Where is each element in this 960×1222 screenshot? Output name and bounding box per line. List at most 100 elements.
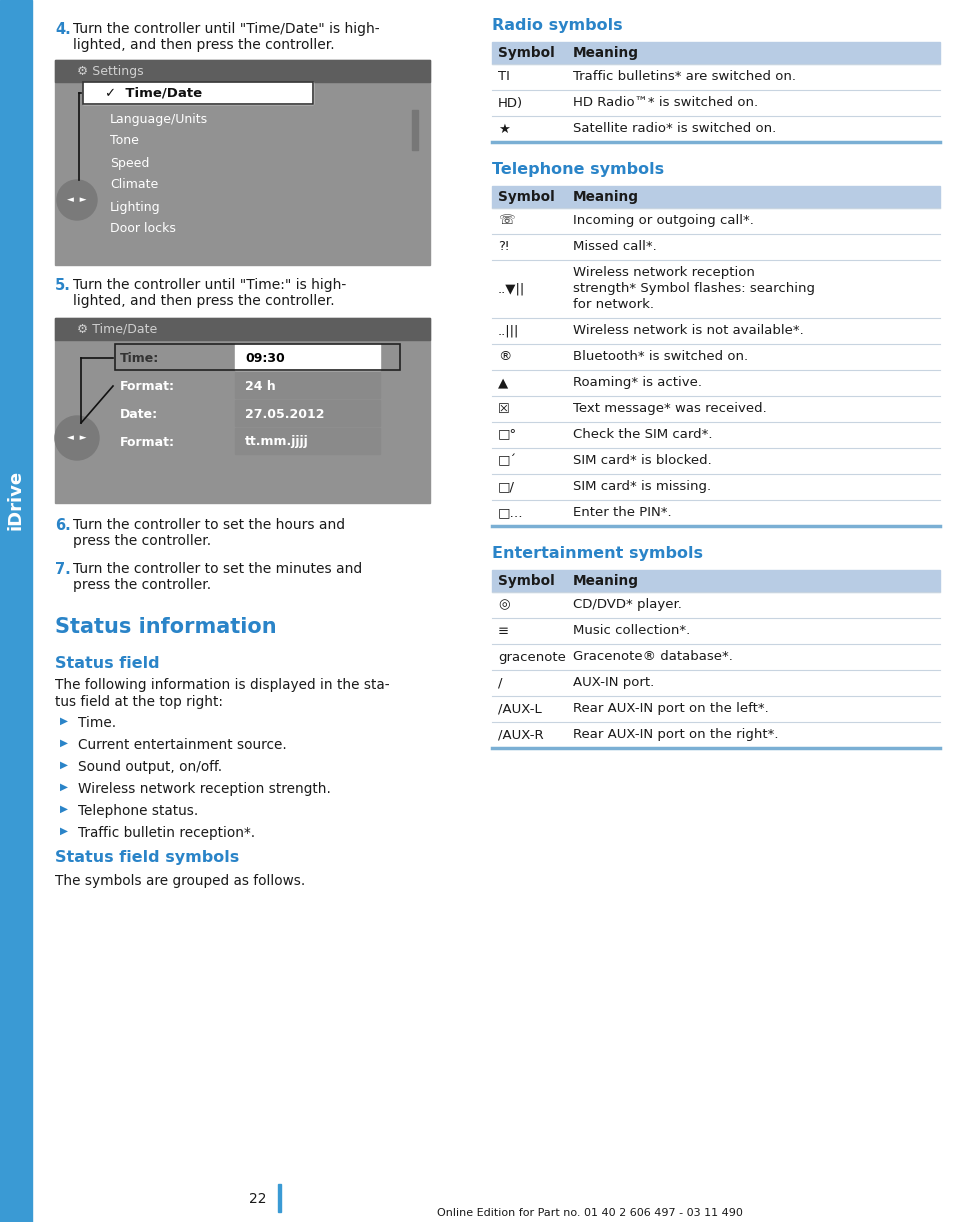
Text: Status field symbols: Status field symbols bbox=[55, 851, 239, 865]
Text: Bluetooth* is switched on.: Bluetooth* is switched on. bbox=[573, 349, 748, 363]
Text: Status information: Status information bbox=[55, 617, 276, 637]
Text: Wireless network is not available*.: Wireless network is not available*. bbox=[573, 324, 804, 337]
Bar bbox=[235, 345, 380, 370]
Text: TI: TI bbox=[498, 71, 510, 83]
Text: Current entertainment source.: Current entertainment source. bbox=[78, 738, 287, 752]
Text: 09:30: 09:30 bbox=[245, 352, 285, 364]
Text: Symbol: Symbol bbox=[498, 574, 555, 588]
Text: Lighting: Lighting bbox=[110, 200, 160, 214]
Text: ☒: ☒ bbox=[498, 402, 510, 415]
Text: tt.mm.jjjj: tt.mm.jjjj bbox=[245, 435, 309, 448]
Text: /: / bbox=[498, 677, 502, 689]
Text: lighted, and then press the controller.: lighted, and then press the controller. bbox=[73, 38, 335, 53]
Text: press the controller.: press the controller. bbox=[73, 578, 211, 591]
Bar bbox=[55, 318, 430, 340]
Bar bbox=[235, 428, 380, 455]
Text: /AUX-L: /AUX-L bbox=[498, 703, 541, 716]
Text: Roaming* is active.: Roaming* is active. bbox=[573, 376, 702, 389]
Text: press the controller.: press the controller. bbox=[73, 534, 211, 547]
Text: Meaning: Meaning bbox=[573, 46, 639, 60]
Circle shape bbox=[57, 180, 97, 220]
Text: The following information is displayed in the sta-: The following information is displayed i… bbox=[55, 678, 390, 692]
Text: Language/Units: Language/Units bbox=[110, 112, 208, 126]
Text: ▶: ▶ bbox=[60, 738, 68, 748]
Text: Satellite radio* is switched on.: Satellite radio* is switched on. bbox=[573, 122, 777, 134]
Text: Tone: Tone bbox=[110, 134, 139, 148]
Text: Turn the controller to set the hours and: Turn the controller to set the hours and bbox=[73, 518, 346, 532]
Text: Check the SIM card*.: Check the SIM card*. bbox=[573, 428, 712, 441]
Text: Turn the controller until "Time:" is high-: Turn the controller until "Time:" is hig… bbox=[73, 277, 347, 292]
Bar bbox=[235, 371, 380, 398]
Text: Format:: Format: bbox=[120, 435, 175, 448]
Text: ▶: ▶ bbox=[60, 716, 68, 726]
Text: 6.: 6. bbox=[55, 518, 71, 533]
Text: ⁈: ⁈ bbox=[498, 241, 508, 253]
Text: Wireless network reception: Wireless network reception bbox=[573, 266, 755, 279]
Text: ▶: ▶ bbox=[60, 782, 68, 792]
Text: 22: 22 bbox=[250, 1191, 267, 1206]
Text: ⚙ Time/Date: ⚙ Time/Date bbox=[77, 323, 157, 336]
Bar bbox=[0, 0, 32, 1222]
Text: □…: □… bbox=[498, 506, 523, 519]
Text: gracenote: gracenote bbox=[498, 650, 565, 664]
Text: Time.: Time. bbox=[78, 716, 116, 730]
Bar bbox=[492, 42, 940, 64]
Bar bbox=[115, 345, 400, 370]
Text: Traffic bulletins* are switched on.: Traffic bulletins* are switched on. bbox=[573, 70, 796, 83]
Bar bbox=[278, 1184, 281, 1212]
Text: Wireless network reception strength.: Wireless network reception strength. bbox=[78, 782, 331, 796]
Text: Speed: Speed bbox=[110, 156, 150, 170]
Bar bbox=[412, 110, 418, 150]
Text: ..|||: ..||| bbox=[498, 325, 519, 337]
Text: Meaning: Meaning bbox=[573, 189, 639, 204]
Text: ▶: ▶ bbox=[60, 826, 68, 836]
Text: Music collection*.: Music collection*. bbox=[573, 624, 690, 637]
Text: ▶: ▶ bbox=[60, 804, 68, 814]
Text: iDrive: iDrive bbox=[7, 470, 25, 530]
Text: 4.: 4. bbox=[55, 22, 71, 37]
Text: ☏: ☏ bbox=[498, 215, 515, 227]
Text: The symbols are grouped as follows.: The symbols are grouped as follows. bbox=[55, 874, 305, 888]
Text: 5.: 5. bbox=[55, 277, 71, 293]
Text: HD Radio™* is switched on.: HD Radio™* is switched on. bbox=[573, 97, 758, 109]
Text: ★: ★ bbox=[498, 122, 510, 136]
Text: Telephone status.: Telephone status. bbox=[78, 804, 199, 818]
Text: for network.: for network. bbox=[573, 298, 654, 312]
Bar bbox=[492, 186, 940, 208]
Text: Online Edition for Part no. 01 40 2 606 497 - 03 11 490: Online Edition for Part no. 01 40 2 606 … bbox=[437, 1209, 743, 1218]
Text: Telephone symbols: Telephone symbols bbox=[492, 163, 664, 177]
Text: Date:: Date: bbox=[120, 407, 158, 420]
Text: Turn the controller until "Time/Date" is high-: Turn the controller until "Time/Date" is… bbox=[73, 22, 379, 35]
Text: ◄  ►: ◄ ► bbox=[67, 196, 86, 204]
Text: lighted, and then press the controller.: lighted, and then press the controller. bbox=[73, 295, 335, 308]
Text: Format:: Format: bbox=[120, 380, 175, 392]
Text: Symbol: Symbol bbox=[498, 189, 555, 204]
Text: strength* Symbol flashes: searching: strength* Symbol flashes: searching bbox=[573, 282, 815, 295]
Text: 27.05.2012: 27.05.2012 bbox=[245, 407, 324, 420]
Text: HD): HD) bbox=[498, 97, 523, 110]
Text: Traffic bulletin reception*.: Traffic bulletin reception*. bbox=[78, 826, 255, 840]
Text: ▶: ▶ bbox=[60, 760, 68, 770]
Text: ✓  Time/Date: ✓ Time/Date bbox=[105, 87, 203, 99]
Bar bbox=[55, 60, 430, 265]
Bar bbox=[55, 318, 430, 503]
Text: □/: □/ bbox=[498, 480, 515, 494]
Text: Missed call*.: Missed call*. bbox=[573, 240, 657, 253]
Text: CD/DVD* player.: CD/DVD* player. bbox=[573, 598, 682, 611]
Text: ®: ® bbox=[498, 351, 512, 363]
Text: ◄  ►: ◄ ► bbox=[67, 434, 86, 442]
Bar bbox=[55, 60, 430, 82]
Text: Turn the controller to set the minutes and: Turn the controller to set the minutes a… bbox=[73, 562, 362, 576]
Text: 24 h: 24 h bbox=[245, 380, 276, 392]
Text: ◎: ◎ bbox=[498, 599, 510, 611]
Text: Enter the PIN*.: Enter the PIN*. bbox=[573, 506, 672, 519]
Text: Symbol: Symbol bbox=[498, 46, 555, 60]
Text: SIM card* is missing.: SIM card* is missing. bbox=[573, 480, 711, 492]
Bar bbox=[83, 82, 313, 104]
Text: Status field: Status field bbox=[55, 656, 159, 671]
Text: SIM card* is blocked.: SIM card* is blocked. bbox=[573, 455, 711, 467]
Text: Climate: Climate bbox=[110, 178, 158, 192]
Text: 7.: 7. bbox=[55, 562, 71, 577]
Text: AUX-IN port.: AUX-IN port. bbox=[573, 676, 655, 689]
Text: Radio symbols: Radio symbols bbox=[492, 18, 623, 33]
